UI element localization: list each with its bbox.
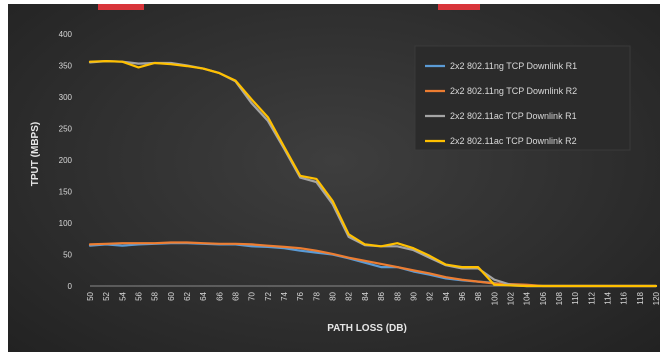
- legend-label: 2x2 802.11ac TCP Downlink R1: [450, 111, 577, 121]
- x-tick-label: 88: [393, 291, 402, 300]
- y-tick-label: 0: [68, 282, 73, 291]
- legend-label: 2x2 802.11ng TCP Downlink R2: [450, 86, 577, 96]
- red-accent-bar-right: [438, 4, 480, 10]
- x-tick-label: 50: [86, 291, 95, 300]
- x-tick-label: 90: [409, 291, 418, 300]
- x-tick-label: 112: [587, 291, 596, 304]
- x-tick-label: 52: [102, 291, 111, 300]
- x-tick-label: 72: [264, 291, 273, 300]
- x-tick-label: 74: [280, 291, 289, 300]
- legend-label: 2x2 802.11ac TCP Downlink R2: [450, 136, 577, 146]
- x-tick-label: 96: [458, 291, 467, 300]
- series-lines: [88, 59, 658, 288]
- x-tick-label: 60: [167, 291, 176, 300]
- x-axis-ticks: 50 52 54 56 58 60 62 64 66 68 70 72 74 76 78 80 82 84 86 88…: [86, 291, 660, 305]
- x-tick-label: 120: [652, 291, 660, 305]
- y-tick-label: 150: [59, 188, 73, 197]
- y-tick-label: 350: [59, 62, 73, 71]
- legend-box: [414, 45, 631, 151]
- x-tick-label: 116: [620, 291, 629, 304]
- x-tick-label: 70: [248, 291, 257, 300]
- x-tick-label: 86: [377, 291, 386, 300]
- x-tick-label: 54: [118, 291, 127, 300]
- x-tick-label: 84: [361, 291, 370, 300]
- y-tick-label: 250: [59, 125, 73, 134]
- x-tick-label: 108: [555, 291, 564, 305]
- x-tick-label: 114: [603, 291, 612, 304]
- line-chart: 0 50 100 150 200 250 300 350 400 50 52 54 56 58 60 62 6…: [30, 30, 660, 334]
- legend: 2x2 802.11ng TCP Downlink R1 2x2 802.11ng…: [414, 45, 631, 151]
- x-tick-label: 76: [296, 291, 305, 300]
- x-tick-label: 64: [199, 291, 208, 300]
- y-tick-label: 400: [59, 30, 73, 39]
- x-tick-label: 66: [215, 291, 224, 300]
- x-tick-label: 58: [151, 291, 160, 300]
- x-tick-label: 80: [329, 291, 338, 300]
- x-tick-label: 68: [232, 291, 241, 300]
- x-tick-label: 104: [523, 291, 532, 305]
- x-tick-label: 98: [474, 291, 483, 300]
- series-line: [88, 242, 658, 288]
- x-tick-label: 100: [490, 291, 499, 305]
- x-tick-label: 92: [426, 291, 435, 300]
- x-tick-label: 78: [312, 291, 321, 300]
- x-axis-title: PATH LOSS (DB): [327, 323, 407, 334]
- x-tick-label: 102: [506, 291, 515, 305]
- x-tick-label: 118: [636, 291, 645, 304]
- y-tick-label: 100: [59, 219, 73, 228]
- chart-area: 0 50 100 150 200 250 300 350 400 50 52 54 56 58 60 62 6…: [8, 4, 660, 352]
- x-tick-label: 110: [571, 291, 580, 304]
- y-axis-title: TPUT (MBPS): [30, 122, 41, 186]
- y-tick-label: 300: [59, 93, 73, 102]
- red-accent-bar-left: [98, 4, 144, 10]
- legend-label: 2x2 802.11ng TCP Downlink R1: [450, 61, 577, 71]
- y-tick-label: 50: [63, 251, 72, 260]
- x-tick-label: 62: [183, 291, 192, 300]
- x-tick-label: 82: [345, 291, 354, 300]
- x-tick-label: 56: [135, 291, 144, 300]
- x-tick-label: 94: [442, 291, 451, 300]
- x-tick-label: 106: [539, 291, 548, 305]
- y-axis-ticks: 0 50 100 150 200 250 300 350 400: [59, 30, 73, 291]
- y-tick-label: 200: [59, 156, 73, 165]
- series-line: [88, 59, 658, 288]
